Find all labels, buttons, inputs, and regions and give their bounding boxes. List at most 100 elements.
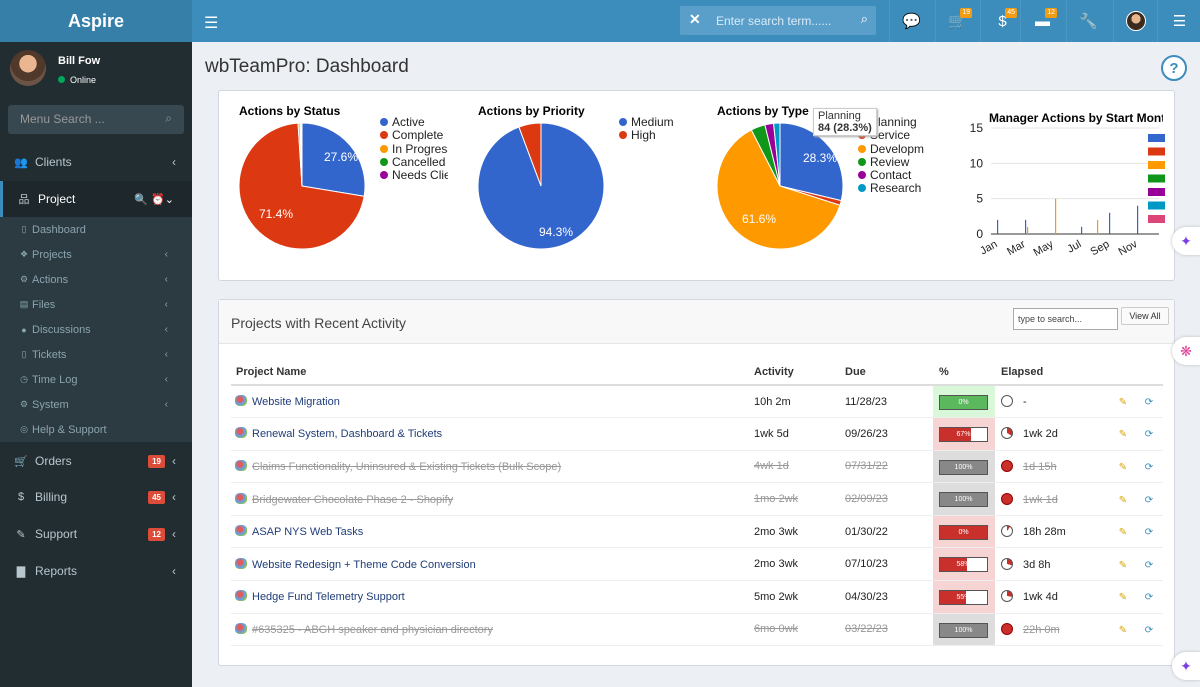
col-pct[interactable]: % [933,359,995,386]
sidebar-item-clients[interactable]: 👥 Clients ‹ [0,144,192,180]
bar[interactable] [1055,198,1057,234]
pie-slice[interactable] [518,123,542,187]
bar[interactable] [997,219,999,234]
sub-item-system[interactable]: ⚙ System ‹ [0,392,192,417]
bar[interactable] [1081,226,1083,234]
brain-icon[interactable]: ❋ [1172,337,1200,365]
timer-refresh-icon[interactable]: ⟳ [1144,397,1154,409]
dollar-icon[interactable]: $45 [980,0,1024,42]
sidebar-toggle-icon[interactable]: ☰ [204,15,219,32]
pie-slice[interactable] [717,129,841,250]
bar[interactable] [1097,219,1099,234]
col-activity[interactable]: Activity [754,359,845,386]
project-tools-icons[interactable]: 🔍 ⏰⌄ [134,193,174,206]
brand-logo[interactable]: Aspire [0,0,192,42]
project-name[interactable]: ASAP NYS Web Tasks [252,526,364,539]
bar[interactable] [1027,226,1029,234]
timer-refresh-icon[interactable]: ⟳ [1144,559,1154,571]
x-tick-label: Mar [1005,238,1028,258]
pie-slice[interactable] [301,123,366,197]
edit-icon[interactable]: ✎ [1118,624,1128,636]
table-row[interactable]: Claims Functionality, Uninsured & Existi… [231,450,1163,484]
sub-item-dashboard[interactable]: ▯ Dashboard [0,217,192,242]
menu-search-input[interactable] [20,110,150,128]
project-name[interactable]: Website Migration [252,396,340,409]
user-panel: Bill Fow Online [0,42,192,100]
help-icon[interactable]: ? [1161,55,1187,81]
timer-refresh-icon[interactable]: ⟳ [1144,429,1154,441]
sub-item-discussions[interactable]: ● Discussions ‹ [0,317,192,342]
sidebar-item-support[interactable]: ✎ Support 12 ‹ [0,516,192,552]
project-name-cell[interactable]: Website Migration [231,385,754,419]
wrench-icon[interactable]: 🔧 [1066,0,1110,42]
timer-refresh-icon[interactable]: ⟳ [1144,624,1154,636]
project-name[interactable]: Claims Functionality, Uninsured & Existi… [252,460,562,473]
timer-refresh-icon[interactable]: ⟳ [1144,494,1154,506]
sub-item-files[interactable]: ▤ Files ‹ [0,292,192,317]
project-name-cell[interactable]: Website Redesign + Theme Code Conversion [231,547,754,582]
project-name[interactable]: Hedge Fund Telemetry Support [252,591,405,604]
project-name-cell[interactable]: Bridgewater Chocolate Phase 2 - Shopify [231,482,754,516]
col-elapsed[interactable]: Elapsed [995,359,1103,386]
sidebar-item-orders[interactable]: 🛒 Orders 19 ‹ [0,443,192,479]
user-avatar[interactable] [1113,0,1157,42]
pie-slice[interactable] [773,123,781,187]
timer-refresh-icon[interactable]: ⟳ [1144,592,1154,604]
clear-search-icon[interactable]: ✕ [689,11,701,27]
edit-icon[interactable]: ✎ [1118,429,1128,441]
col-due[interactable]: Due [845,359,933,386]
bar[interactable] [1137,205,1139,234]
project-name-cell[interactable]: #635325 - ABGH speaker and physician dir… [231,613,754,647]
sidebar-item-project[interactable]: 品 Project 🔍 ⏰⌄ [0,181,192,217]
table-row[interactable]: Hedge Fund Telemetry Support 5mo 2wk 04/30… [231,580,1163,614]
table-row[interactable]: Website Migration 10h 2m 11/28/23 0% - ✎ ⟳ [231,385,1163,419]
timer-refresh-icon[interactable]: ⟳ [1144,527,1154,539]
sidebar-item-billing[interactable]: $ Billing 45 ‹ [0,479,192,515]
edit-icon[interactable]: ✎ [1118,559,1128,571]
search-icon[interactable]: ⌕ [165,111,172,125]
sub-item-time-log[interactable]: ◷ Time Log ‹ [0,367,192,392]
sub-item-tickets[interactable]: ▯ Tickets ‹ [0,342,192,367]
view-all-button[interactable]: View All [1121,307,1169,325]
bar[interactable] [1025,219,1027,234]
chat-icon[interactable]: 💬 [889,0,933,42]
pie-slice[interactable] [779,123,844,202]
col-project-name[interactable]: Project Name [231,359,754,386]
sub-item-help-support[interactable]: ◎ Help & Support [0,417,192,442]
bar[interactable] [1109,212,1111,234]
cart-icon[interactable]: 🛒 19 [935,0,979,42]
pie-slice[interactable] [300,123,303,187]
table-row[interactable]: #635325 - ABGH speaker and physician dir… [231,613,1163,647]
ai-sparkle-icon[interactable]: ✦ [1172,652,1200,680]
edit-icon[interactable]: ✎ [1118,527,1128,539]
sub-item-projects[interactable]: ❖ Projects ‹ [0,242,192,267]
project-name-cell[interactable]: Hedge Fund Telemetry Support [231,580,754,614]
menu-icon[interactable]: ☰ [1157,0,1200,42]
table-row[interactable]: Renewal System, Dashboard & Tickets 1wk 5… [231,417,1163,451]
search-icon[interactable]: ⌕ [860,11,868,26]
table-row[interactable]: Website Redesign + Theme Code Conversion… [231,547,1163,582]
edit-icon[interactable]: ✎ [1118,494,1128,506]
ticket-icon[interactable]: ▬ 12 [1020,0,1064,42]
sidebar-item-reports[interactable]: ▇ Reports ‹ [0,553,192,589]
project-name-cell[interactable]: Claims Functionality, Uninsured & Existi… [231,450,754,484]
sub-item-actions[interactable]: ⚙ Actions ‹ [0,267,192,292]
project-name[interactable]: Website Redesign + Theme Code Conversion [252,558,476,571]
global-search-input[interactable] [716,10,846,31]
project-name[interactable]: Renewal System, Dashboard & Tickets [252,428,443,441]
project-name-cell[interactable]: Renewal System, Dashboard & Tickets [231,417,754,451]
actions-cell: ✎ ⟳ [1103,450,1163,484]
edit-icon[interactable]: ✎ [1118,397,1128,409]
edit-icon[interactable]: ✎ [1118,592,1128,604]
ai-sparkle-icon[interactable]: ✦ [1172,227,1200,255]
edit-icon[interactable]: ✎ [1118,461,1128,473]
table-row[interactable]: ASAP NYS Web Tasks 2mo 3wk 01/30/22 0% 18h 2… [231,515,1163,549]
project-search-input[interactable] [1013,308,1118,330]
table-row[interactable]: Bridgewater Chocolate Phase 2 - Shopify 1… [231,482,1163,516]
progress-bar: 58% [939,557,988,573]
project-name-cell[interactable]: ASAP NYS Web Tasks [231,515,754,549]
timer-refresh-icon[interactable]: ⟳ [1144,461,1154,473]
project-name[interactable]: Bridgewater Chocolate Phase 2 - Shopify [252,493,454,506]
project-name[interactable]: #635325 - ABGH speaker and physician dir… [252,623,493,636]
pie-label: 61.6% [742,212,777,226]
